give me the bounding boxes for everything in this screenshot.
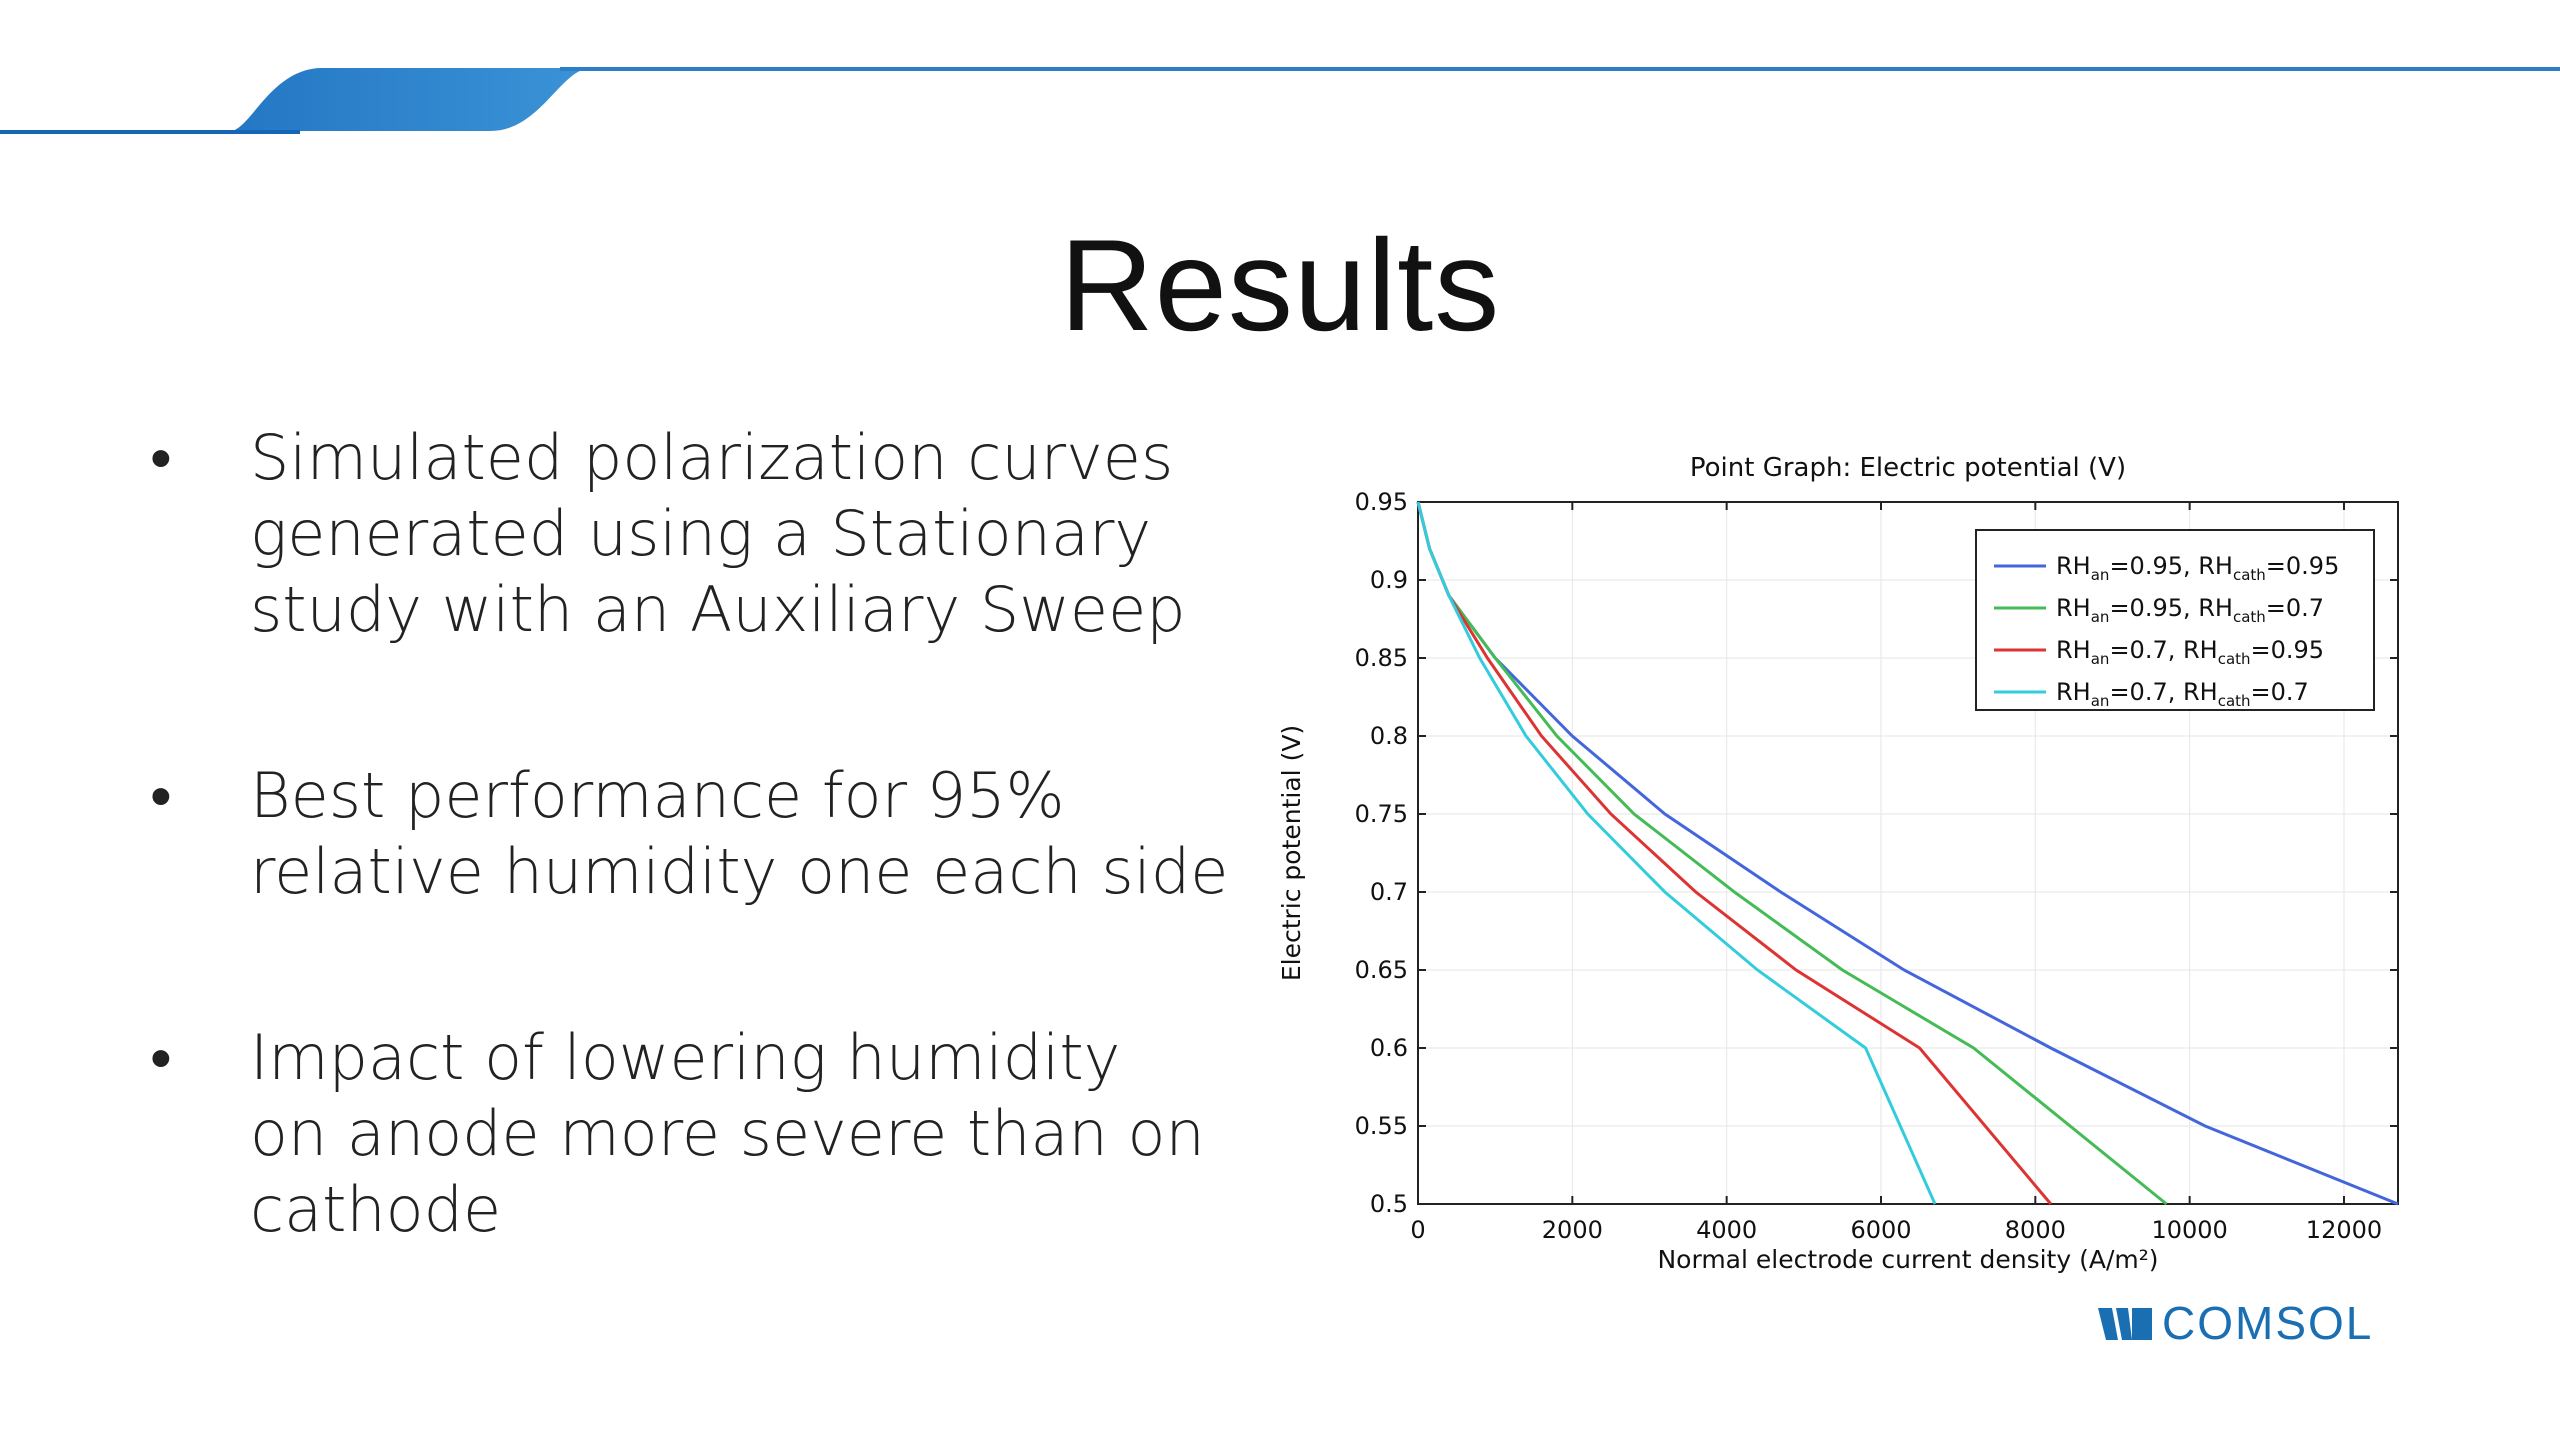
y-tick-label: 0.8 [1370,722,1408,750]
x-tick-label: 8000 [2005,1216,2066,1244]
y-axis-label: Electric potential (V) [1277,725,1306,981]
legend-text: =0.95 [2251,636,2325,664]
y-tick-label: 0.6 [1370,1034,1408,1062]
legend-entry: RHan=0.7, RHcath=0.95 [2056,636,2324,668]
bullet-dot: • [150,1021,172,1094]
legend-text: =0.7, RH [2109,636,2217,664]
logo-bar-2 [2116,1308,2132,1340]
legend-subscript: an [2091,608,2110,626]
legend-text: =0.7 [2266,594,2324,622]
y-tick-label: 0.5 [1370,1190,1408,1218]
legend-text: =0.95, RH [2109,594,2233,622]
bullet-line: on anode more severe than on [250,1097,1205,1170]
series-line-3 [1416,501,1937,1205]
legend-text: =0.95, RH [2109,552,2233,580]
legend-subscript: cath [2218,692,2251,710]
x-tick-label: 10000 [2151,1216,2227,1244]
legend-subscript: cath [2233,566,2266,584]
legend-subscript: an [2091,692,2110,710]
chart-title: Point Graph: Electric potential (V) [1690,453,2126,483]
x-axis-label: Normal electrode current density (A/m²) [1657,1245,2158,1274]
comsol-logo-mark [2098,1308,2152,1340]
bullet-line: Best performance for 95% [250,759,1065,832]
y-tick-label: 0.95 [1355,488,1408,516]
legend-box [1975,529,2375,711]
legend-text: RH [2056,552,2091,580]
y-tick-label: 0.65 [1355,956,1408,984]
y-tick-label: 0.9 [1370,566,1408,594]
logo-bar-1 [2098,1308,2118,1340]
header-band-shape [0,68,590,131]
bullet-line: study with an Auxiliary Sweep [250,573,1186,646]
x-tick-label: 2000 [1542,1216,1603,1244]
bullet-line: Simulated polarization curves [250,421,1174,494]
bullet-item: • Impact of lowering humidity on anode m… [150,1020,1205,1248]
plot-frame [1417,501,2399,1205]
legend-subscript: cath [2233,608,2266,626]
legend-text: =0.7, RH [2109,678,2217,706]
bullet-line: relative humidity one each side [250,835,1229,908]
legend-text: =0.7 [2251,678,2309,706]
y-tick-label: 0.7 [1370,878,1408,906]
bullet-dot: • [150,421,172,494]
x-tick-label: 0 [1410,1216,1425,1244]
legend-text: RH [2056,678,2091,706]
x-tick-label: 12000 [2306,1216,2382,1244]
y-tick-label: 0.75 [1355,800,1408,828]
bullet-dot: • [150,759,172,832]
logo-bar-3 [2132,1308,2152,1340]
header-band [0,67,2560,134]
bullet-item: • Best performance for 95% relative humi… [150,758,1228,910]
legend-text: =0.95 [2266,552,2340,580]
legend-subscript: cath [2218,650,2251,668]
chart-svg: Point Graph: Electric potential (V) 0 2000… [1277,453,2399,1274]
bullet-item: • Simulated polarization curves generate… [150,420,1186,648]
bullet-line: cathode [250,1173,502,1246]
legend-subscript: an [2091,650,2110,668]
legend-entry: RHan=0.7, RHcath=0.7 [2056,678,2309,710]
legend-entry: RHan=0.95, RHcath=0.95 [2056,552,2339,584]
x-tick-label: 6000 [1850,1216,1911,1244]
x-tick-label: 4000 [1696,1216,1757,1244]
legend-text: RH [2056,594,2091,622]
y-tick-label: 0.55 [1355,1112,1408,1140]
bullet-line: generated using a Stationary [250,497,1152,570]
polarization-chart: Point Graph: Electric potential (V) 0 2000… [1250,440,2430,1300]
legend-entry: RHan=0.95, RHcath=0.7 [2056,594,2324,626]
legend-text: RH [2056,636,2091,664]
comsol-logo-text: COMSOL [2162,1297,2374,1349]
slide-title: Results [1059,212,1501,358]
legend-subscript: an [2091,566,2110,584]
bullet-line: Impact of lowering humidity [250,1021,1121,1094]
series-line-2 [1416,501,2052,1205]
y-tick-label: 0.85 [1355,644,1408,672]
